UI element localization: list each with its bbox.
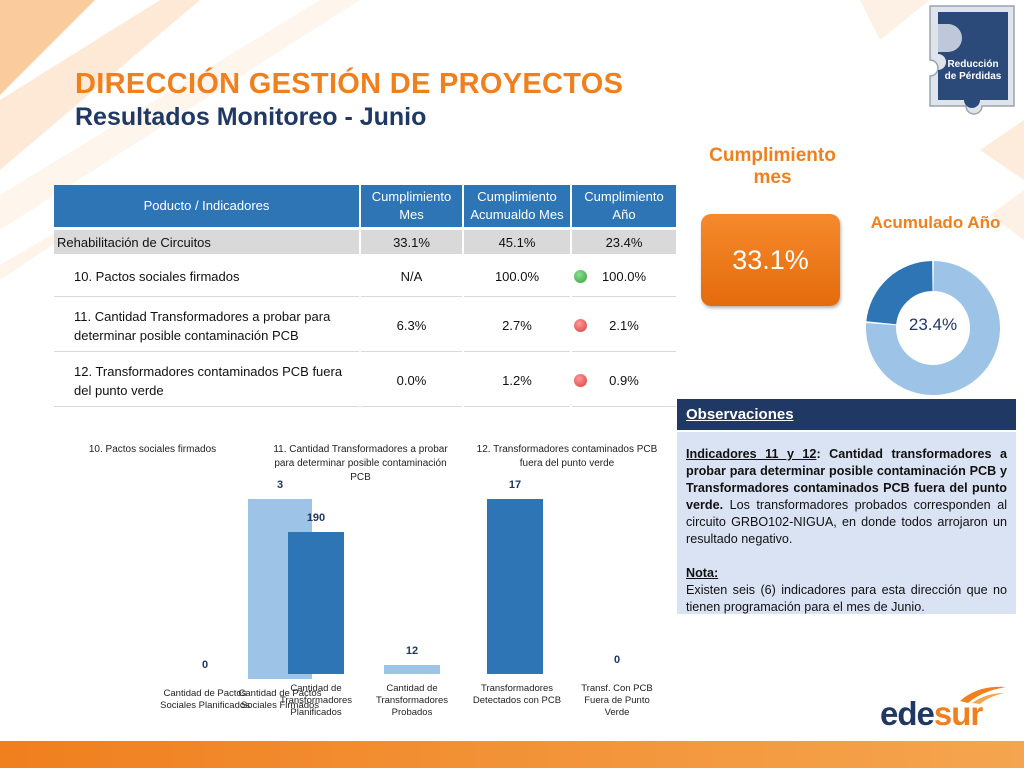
- chart-data-label: 3: [276, 479, 284, 491]
- donut-achieved-slice: [866, 261, 934, 326]
- row-anio-cell: 100.0%: [572, 257, 676, 297]
- row-anio: 100.0%: [601, 269, 647, 284]
- row-mes: 0.0%: [361, 355, 462, 407]
- row-mes: 6.3%: [361, 300, 462, 352]
- bar-chart-1: 10. Pactos sociales firmados 0 Cantidad de…: [40, 443, 322, 733]
- table-row-group: Rehabilitación de Circuitos 33.1% 45.1% …: [54, 230, 676, 254]
- cumplimiento-mes-title: Cumplimiento mes: [709, 145, 836, 188]
- acumulado-anio-value: 23.4%: [908, 315, 958, 334]
- page-subtitle: Resultados Monitoreo - Junio: [75, 103, 427, 131]
- header-acumulado: Cumplimiento Acumualdo Mes: [464, 185, 570, 227]
- indicadores-text: Los transformadores probados corresponde…: [686, 498, 1007, 546]
- acumulado-anio-title: Acumulado Año: [870, 213, 1001, 232]
- chart-title: 11. Cantidad Transformadores a probar pa…: [273, 444, 448, 483]
- logo-swoosh-icon: [960, 686, 1006, 704]
- row-anio: 0.9%: [609, 373, 639, 388]
- chart-category-label: Cantidad de Transformadores Planificados: [280, 683, 352, 718]
- observaciones-heading: Observaciones: [686, 406, 794, 423]
- footer-bar: [0, 741, 1024, 768]
- header-anio-text: Cumplimiento Año: [584, 189, 664, 222]
- row-label: 11. Cantidad Transformadores a probar pa…: [54, 300, 359, 352]
- row-label: 10. Pactos sociales firmados: [54, 257, 359, 297]
- nota-label: Nota:: [686, 566, 719, 580]
- chart-data-label: 0: [613, 654, 621, 666]
- status-red-icon: [574, 373, 587, 387]
- observaciones-indicadores: Indicadores 11 y 12: Cantidad transforma…: [686, 446, 1007, 548]
- chart-category-label: Cantidad de Transformadores Probados: [376, 683, 448, 718]
- status-red-icon: [574, 318, 587, 332]
- table-header-row: Poducto / Indicadores Cumplimiento Mes C…: [54, 185, 676, 227]
- cumplimiento-mes-value: 33.1%: [701, 214, 840, 306]
- indicators-table: Poducto / Indicadores Cumplimiento Mes C…: [52, 182, 678, 410]
- table-row: 11. Cantidad Transformadores a probar pa…: [54, 300, 676, 352]
- page-title: DIRECCIÓN GESTIÓN DE PROYECTOS: [75, 68, 624, 100]
- indicadores-bold: : Cantidad transformadores a probar para…: [686, 447, 1007, 512]
- group-anio: 23.4%: [572, 230, 676, 254]
- row-acum: 1.2%: [464, 355, 570, 407]
- badge-line1: Reducción: [947, 59, 999, 70]
- bar-chart-3: 12. Transformadores contaminados PCB fue…: [472, 443, 672, 733]
- header-producto: Poducto / Indicadores: [54, 185, 359, 227]
- header-anio: Cumplimiento Año: [572, 185, 676, 227]
- chart-data-label: 17: [508, 479, 522, 491]
- reduccion-perdidas-badge: Reducción de Pérdidas: [924, 2, 1020, 118]
- group-mes: 33.1%: [361, 230, 462, 254]
- chart-bar: [384, 665, 440, 674]
- chart-bar: [487, 499, 543, 674]
- row-mes: N/A: [361, 257, 462, 297]
- edesur-logo: edesur: [880, 686, 1006, 733]
- chart-title: 10. Pactos sociales firmados: [88, 444, 217, 455]
- table-row: 10. Pactos sociales firmados N/A 100.0% …: [54, 257, 676, 297]
- status-green-icon: [574, 269, 587, 283]
- acumulado-anio-donut: [866, 261, 1000, 395]
- row-anio-cell: 0.9%: [572, 355, 676, 407]
- chart-title: 12. Transformadores contaminados PCB fue…: [476, 444, 658, 469]
- header-mes-text: Cumplimiento Mes: [371, 189, 452, 222]
- donut-remaining-slice: [866, 261, 1000, 395]
- puzzle-badge-icon: [929, 5, 1015, 115]
- table-row: 12. Transformadores contaminados PCB fue…: [54, 355, 676, 407]
- group-label: Rehabilitación de Circuitos: [54, 230, 359, 254]
- badge-line2: de Pérdidas: [944, 71, 1002, 82]
- bar-chart-2: 11. Cantidad Transformadores a probar pa…: [268, 443, 468, 733]
- chart-category-label: Transf. Con PCB Fuera de Punto Verde: [581, 683, 653, 718]
- row-anio-cell: 2.1%: [572, 300, 676, 352]
- observaciones-header: Observaciones: [677, 399, 1016, 430]
- header-mes: Cumplimiento Mes: [361, 185, 462, 227]
- chart-data-label: 12: [405, 645, 419, 658]
- observaciones-nota: Nota:: [686, 565, 1007, 582]
- indicadores-label: Indicadores 11 y 12: [686, 447, 817, 461]
- badge-text: Reducción de Pérdidas: [938, 59, 1008, 83]
- row-acum: 2.7%: [464, 300, 570, 352]
- group-acum: 45.1%: [464, 230, 570, 254]
- observaciones-body: Indicadores 11 y 12: Cantidad transforma…: [677, 432, 1016, 614]
- chart-bar: [288, 532, 344, 674]
- chart-data-label: 0: [201, 659, 209, 671]
- header-acumulado-text: Cumplimiento Acumualdo Mes: [470, 189, 564, 222]
- chart-category-label: Cantidad de Pactos Sociales Firmados: [238, 688, 322, 711]
- row-anio: 2.1%: [609, 318, 639, 333]
- chart-category-label: Cantidad de Pactos Sociales Planificados: [160, 688, 250, 711]
- logo-text-a: ede: [880, 695, 935, 732]
- row-acum: 100.0%: [464, 257, 570, 297]
- nota-text: Existen seis (6) indicadores para esta d…: [686, 583, 1007, 614]
- row-label: 12. Transformadores contaminados PCB fue…: [54, 355, 359, 407]
- chart-category-label: Transformadores Detectados con PCB: [472, 683, 562, 706]
- chart-data-label: 190: [306, 512, 326, 524]
